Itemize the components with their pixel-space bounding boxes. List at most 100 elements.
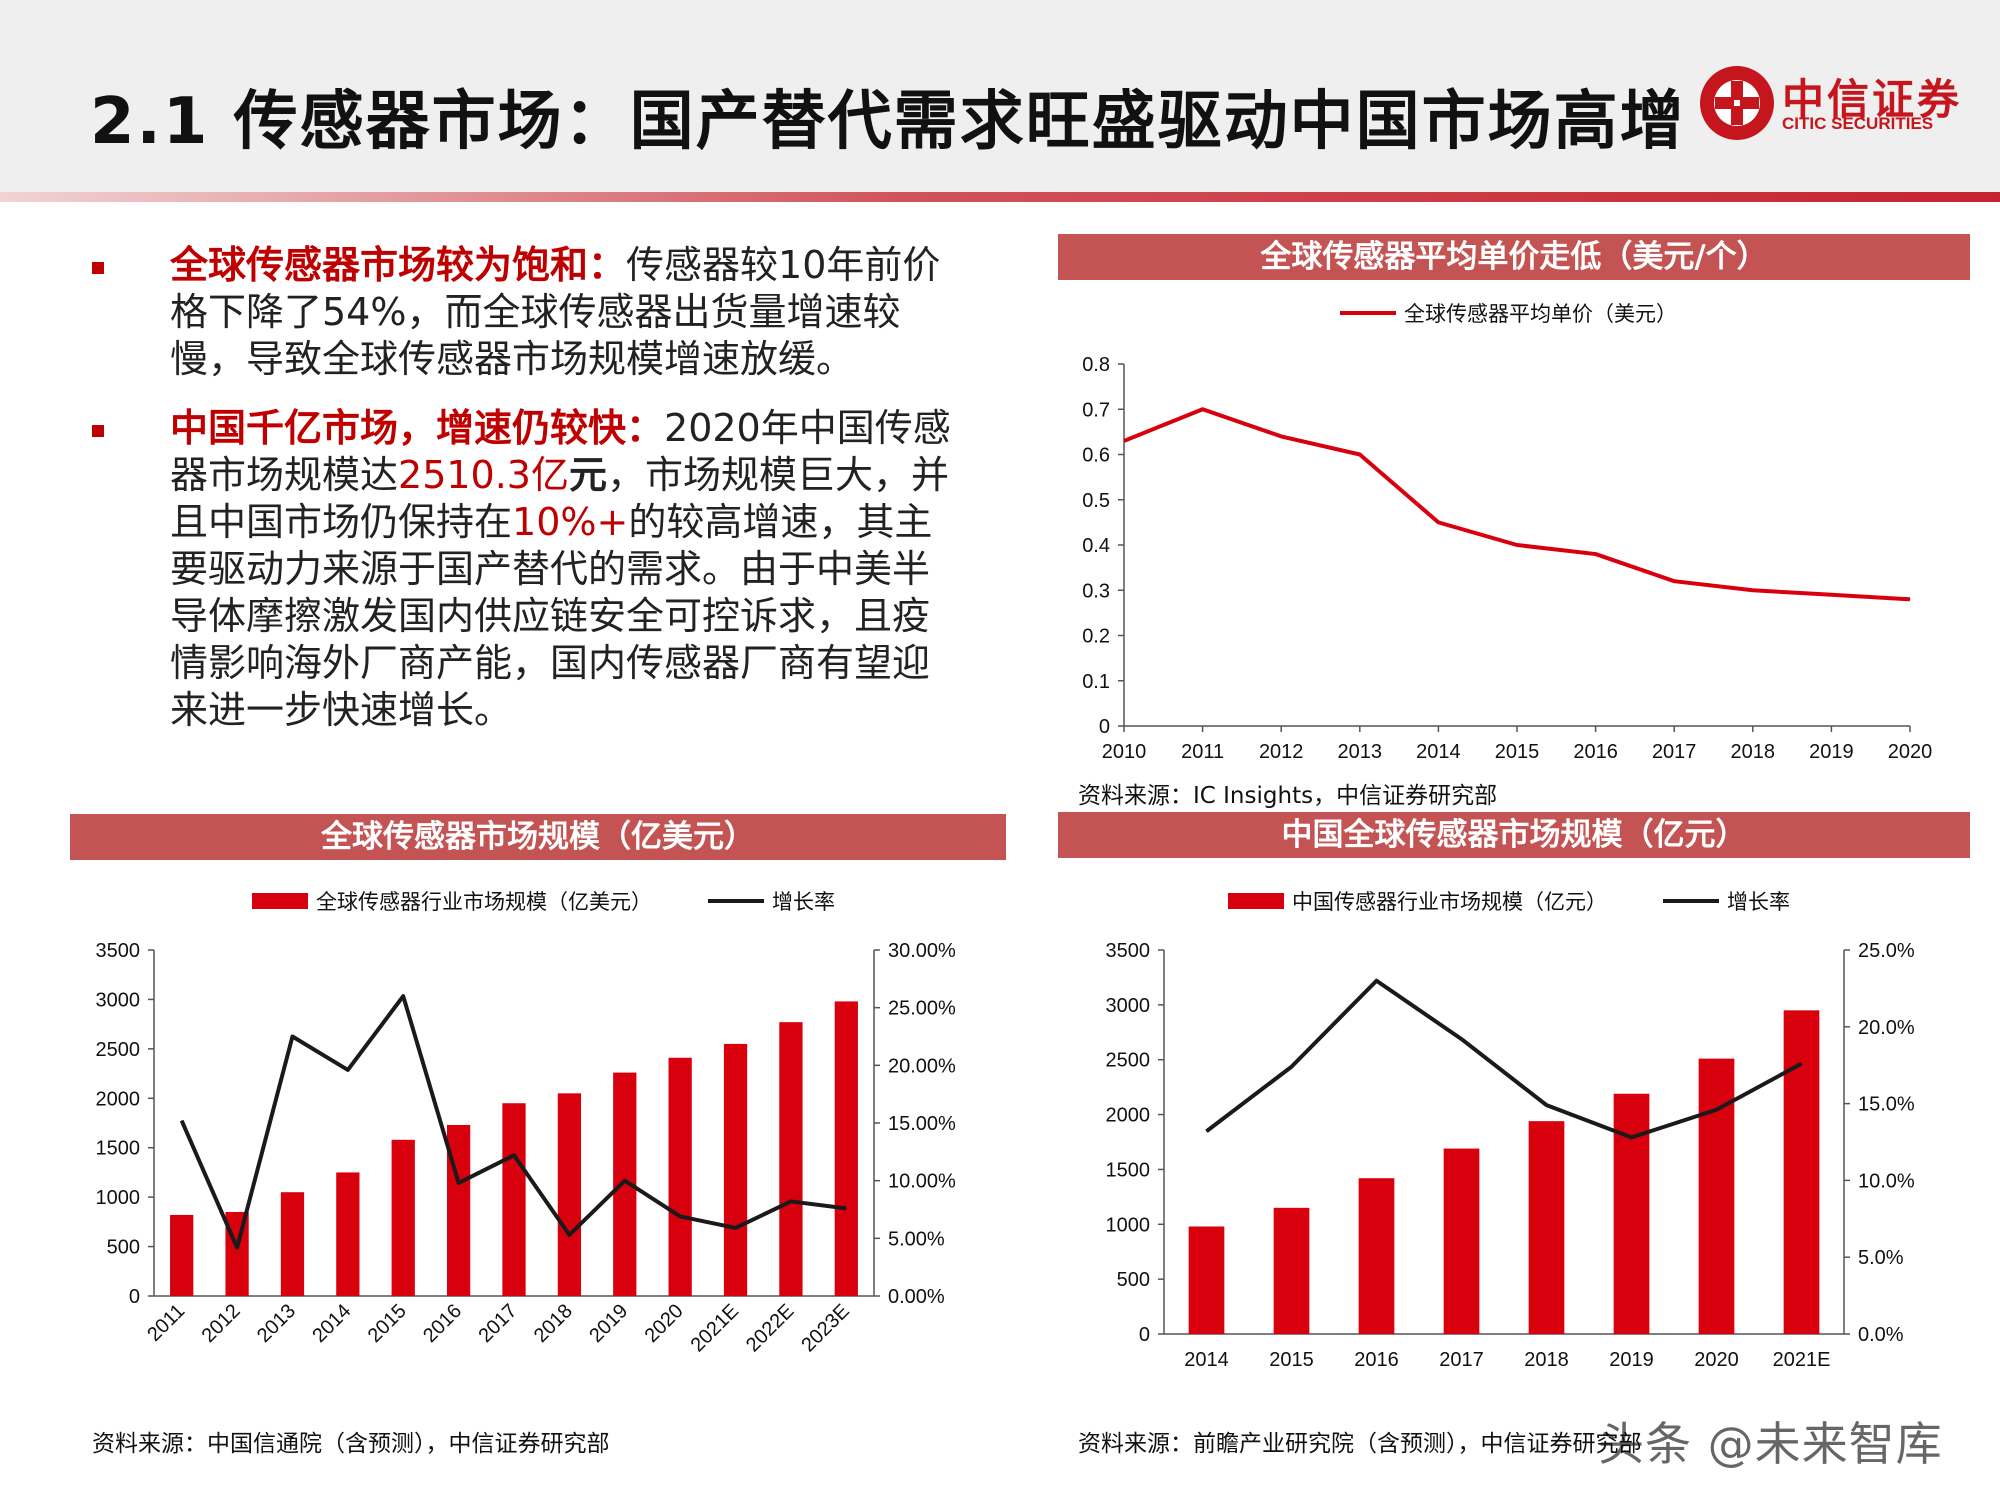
bar [170,1214,194,1296]
data-point [1516,544,1518,546]
y2-tick-label: 5.0% [1858,1247,1904,1269]
y-tick-label: 0.5 [1082,490,1110,512]
y-tick-label: 0.4 [1082,535,1110,557]
x-tick-label: 2017 [1652,741,1697,763]
y-tick-label: 0 [129,1286,140,1308]
data-point [568,1234,570,1236]
x-tick-label: 2023E [797,1300,853,1356]
y-tick-label: 2000 [1106,1105,1151,1127]
bullet-text: 2020年中国传感器市场规模达 [170,406,951,497]
data-point [624,1180,626,1182]
bullet-heading: 全球传感器市场较为饱和： [170,243,627,287]
legend-item: 全球传感器行业市场规模（亿美元） [252,886,652,916]
bar [1358,1178,1395,1334]
data-point [236,1247,238,1249]
series-line-growth [1205,978,1803,1140]
x-tick-label: 2014 [1416,741,1461,763]
citic-logo: 中信证券 CITIC SECURITIES [1698,62,1978,146]
bar [1698,1058,1735,1334]
bar [1273,1207,1310,1334]
bullet-value-growth: 10%+ [512,500,629,544]
x-tick-label: 2015 [1495,741,1540,763]
data-point [1801,1063,1802,1065]
data-point [1206,1130,1207,1132]
bar [1783,1010,1820,1334]
data-point [1830,594,1832,596]
data-point [790,1200,792,1202]
y-tick-label: 0.3 [1082,580,1110,602]
x-tick-label: 2018 [1524,1349,1569,1371]
watermark: 头条 @未来智库 [1598,1417,1943,1471]
global-chart-legend: 全球传感器行业市场规模（亿美元） 增长率 [252,886,891,916]
legend-bar-swatch [252,893,308,909]
bar [834,1001,858,1296]
x-tick-label: 2016 [419,1300,466,1347]
data-point [1461,1038,1462,1040]
bullet-text: 元 [568,453,607,497]
data-point [1909,598,1911,600]
legend-label: 增长率 [772,890,835,914]
data-point [513,1154,515,1156]
x-tick-label: 2012 [198,1300,245,1347]
data-point [1716,1109,1717,1111]
data-point [1291,1066,1292,1068]
header-divider [0,192,2000,202]
y-tick-label: 2500 [1106,1050,1151,1072]
x-tick-label: 2017 [475,1300,522,1347]
bar [1613,1093,1650,1334]
y2-tick-label: 5.00% [888,1228,945,1250]
x-tick-label: 2015 [1269,1349,1314,1371]
data-point [735,1227,737,1229]
y-tick-label: 0 [1139,1324,1150,1346]
y2-tick-label: 0.00% [888,1286,945,1308]
china-chart-title: 中国全球传感器市场规模（亿元） [1058,812,1970,858]
y2-tick-label: 0.0% [1858,1324,1904,1346]
y2-tick-label: 25.0% [1858,940,1915,962]
y2-tick-label: 20.0% [1858,1017,1915,1039]
data-point [181,1120,183,1122]
y-tick-label: 3500 [1106,940,1151,962]
y-tick-label: 500 [107,1237,140,1259]
data-point [1752,589,1754,591]
china-market-chart: 0 500 1000 1500 2000 2500 3000 3500 0.0% 5.0% 10.0… [1106,940,1915,1371]
data-point [845,1207,847,1209]
legend-label: 增长率 [1727,890,1790,914]
data-point [1359,454,1361,455]
x-tick-label: 2015 [364,1300,411,1347]
legend-label: 全球传感器平均单价（美元） [1404,302,1677,326]
bullet-text: ，市场规模巨大，并且中国市场仍保持在 [170,453,950,544]
bar [391,1139,415,1296]
data-point [402,995,404,997]
legend-item: 增长率 [1663,886,1790,916]
bar [779,1022,803,1296]
data-point [1202,408,1204,410]
y2-tick-label: 10.0% [1858,1170,1915,1192]
data-point [679,1215,681,1217]
data-point [1123,440,1125,442]
data-point [1595,553,1597,555]
data-point [1631,1136,1632,1138]
data-point [458,1182,460,1184]
bullet-text: 的较高增速，其主要驱动力来源于国产替代的需求。由于中美半导体摩擦激发国内供应链安… [170,500,933,732]
x-tick-label: 2020 [1694,1349,1739,1371]
legend-bar-swatch [1228,893,1284,909]
x-tick-label: 2012 [1259,741,1304,763]
china-chart-legend: 中国传感器行业市场规模（亿元） 增长率 [1228,886,1846,916]
data-point [1546,1104,1547,1106]
y-tick-label: 0 [1099,716,1110,738]
bullet-list: 全球传感器市场较为饱和：传感器较10年前价格下降了54%，而全球传感器出货量增速… [92,242,962,756]
bar [1528,1121,1565,1334]
x-tick-label: 2019 [1609,1349,1654,1371]
global-chart-title: 全球传感器市场规模（亿美元） [70,814,1006,860]
y-tick-label: 1500 [96,1138,141,1160]
bar [1443,1148,1480,1334]
x-tick-label: 2019 [1809,741,1854,763]
y-tick-label: 1000 [96,1187,141,1209]
y-tick-label: 0.8 [1082,354,1110,376]
y-tick-label: 3000 [1106,995,1151,1017]
price-chart-legend: 全球传感器平均单价（美元） [1340,298,1733,328]
data-point [291,1036,293,1037]
citic-logo-icon [1700,66,1774,140]
x-tick-label: 2013 [253,1300,300,1347]
y-tick-label: 3000 [96,989,141,1011]
